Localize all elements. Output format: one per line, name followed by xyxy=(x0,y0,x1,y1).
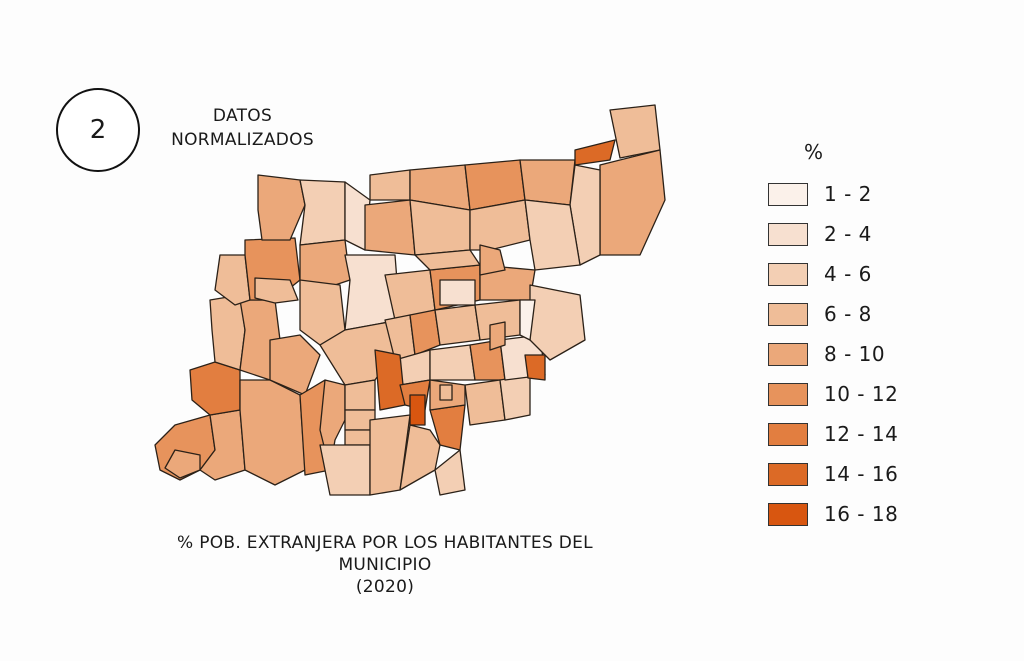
legend-label: 16 - 18 xyxy=(824,502,899,526)
legend-swatch xyxy=(768,422,808,446)
legend-label: 14 - 16 xyxy=(824,462,899,486)
municipality-area xyxy=(434,304,481,346)
legend-label: 6 - 8 xyxy=(824,302,872,326)
legend-swatch xyxy=(768,382,808,406)
legend-item: 8 - 10 xyxy=(768,334,948,374)
municipality-area xyxy=(464,379,506,426)
municipality-area xyxy=(439,279,476,306)
municipality-area xyxy=(319,444,371,496)
subtitle-line-1: DATOS xyxy=(212,106,273,126)
caption-line-1: % POB. EXTRANJERA POR LOS HABITANTES DEL xyxy=(177,533,593,553)
municipality-area xyxy=(524,199,581,271)
municipality-area xyxy=(609,104,661,159)
municipality-area xyxy=(469,199,531,251)
municipality-area xyxy=(189,361,241,416)
legend-item: 14 - 16 xyxy=(768,454,948,494)
legend-label: 2 - 4 xyxy=(824,222,872,246)
municipality-area xyxy=(569,164,601,266)
municipality-area xyxy=(599,149,666,256)
municipality-area xyxy=(239,379,306,486)
legend-title: % xyxy=(804,140,824,164)
legend-item: 6 - 8 xyxy=(768,294,948,334)
map-caption: % POB. EXTRANJERA POR LOS HABITANTES DEL… xyxy=(140,532,630,598)
municipality-area xyxy=(519,299,536,341)
municipality-area xyxy=(269,334,321,396)
municipality-area xyxy=(369,169,411,201)
legend-swatch xyxy=(768,182,808,206)
municipality-area xyxy=(409,394,426,426)
legend-item: 12 - 14 xyxy=(768,414,948,454)
municipality-area xyxy=(489,321,506,351)
caption-line-3: (2020) xyxy=(355,577,415,597)
map-subtitle: DATOS NORMALIZADOS xyxy=(160,104,325,152)
legend-swatch xyxy=(768,262,808,286)
legend-item: 1 - 2 xyxy=(768,174,948,214)
municipality-area xyxy=(399,424,441,491)
municipality-area xyxy=(214,254,251,306)
legend-item: 10 - 12 xyxy=(768,374,948,414)
municipality-area xyxy=(529,284,586,361)
municipality-area xyxy=(409,199,471,256)
municipality-layer xyxy=(154,104,666,496)
caption-line-2: MUNICIPIO xyxy=(338,555,432,575)
legend-swatch xyxy=(768,462,808,486)
municipality-area xyxy=(434,449,466,496)
municipality-area xyxy=(439,384,453,401)
municipality-area xyxy=(299,179,346,246)
legend-item: 4 - 6 xyxy=(768,254,948,294)
legend-swatch xyxy=(768,342,808,366)
municipality-area xyxy=(574,139,616,166)
subtitle-line-2: NORMALIZADOS xyxy=(171,130,314,150)
legend-label: 10 - 12 xyxy=(824,382,899,406)
map-number: 2 xyxy=(89,115,107,145)
municipality-area xyxy=(164,449,201,479)
municipality-area xyxy=(524,354,546,381)
legend-swatch xyxy=(768,222,808,246)
legend-item: 16 - 18 xyxy=(768,494,948,534)
municipality-area xyxy=(257,174,306,241)
municipality-area xyxy=(499,374,531,421)
legend-items: 1 - 2 2 - 4 4 - 6 6 - 8 8 - 10 10 - 12 1… xyxy=(768,174,948,534)
legend-item: 2 - 4 xyxy=(768,214,948,254)
legend-label: 4 - 6 xyxy=(824,262,872,286)
municipality-area xyxy=(254,277,299,304)
map-legend: % 1 - 2 2 - 4 4 - 6 6 - 8 8 - 10 10 - 12 xyxy=(768,140,948,534)
municipality-area xyxy=(209,294,246,371)
map-number-badge: 2 xyxy=(56,88,140,172)
legend-swatch xyxy=(768,302,808,326)
legend-swatch xyxy=(768,502,808,526)
municipality-area xyxy=(519,159,576,206)
municipality-area xyxy=(374,349,406,411)
municipality-area xyxy=(429,344,476,381)
legend-label: 12 - 14 xyxy=(824,422,899,446)
municipality-area xyxy=(364,199,416,256)
legend-label: 1 - 2 xyxy=(824,182,872,206)
legend-label: 8 - 10 xyxy=(824,342,886,366)
municipality-area xyxy=(479,244,506,276)
municipality-area xyxy=(344,379,376,411)
